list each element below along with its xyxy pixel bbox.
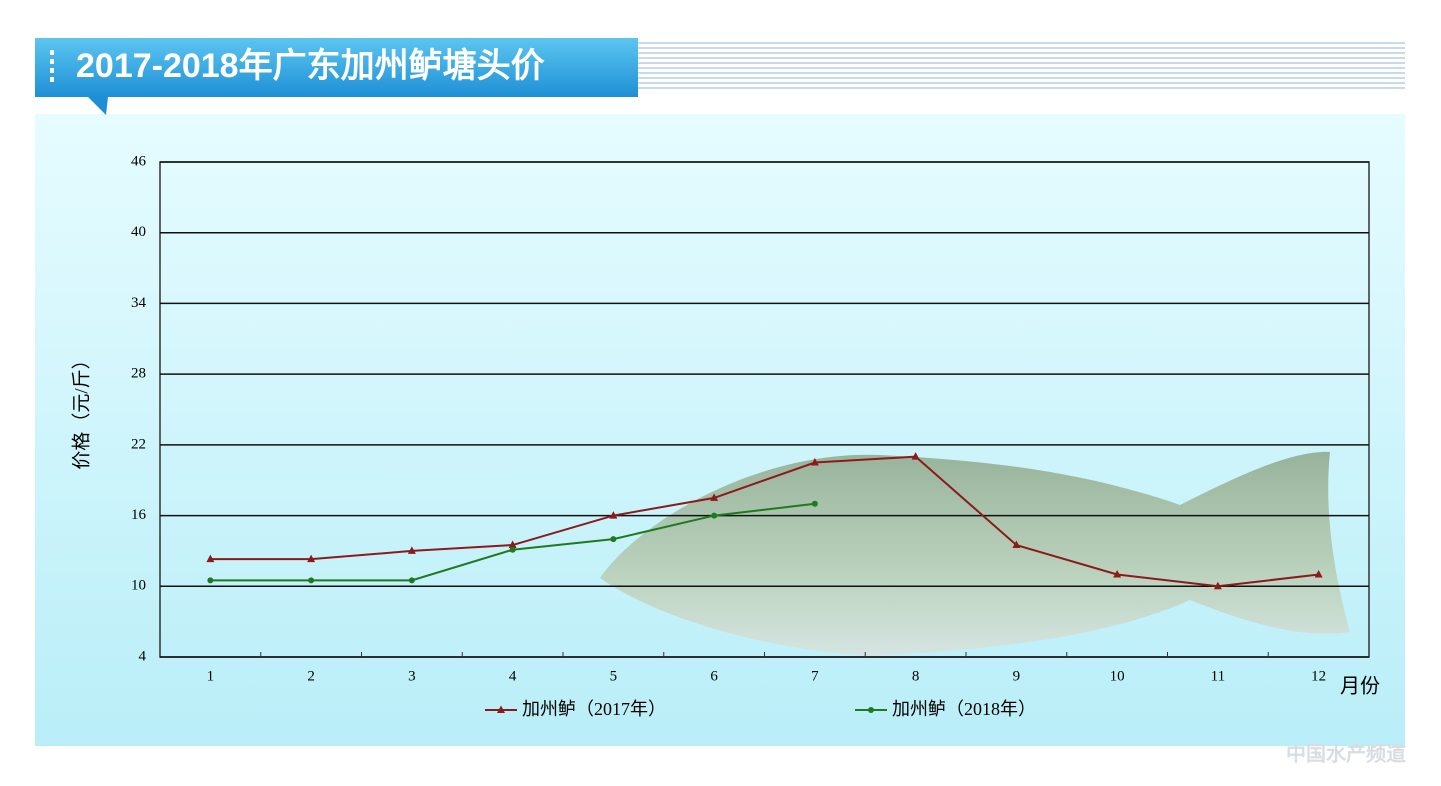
banner-dots bbox=[50, 50, 54, 82]
y-tick-label: 34 bbox=[131, 295, 147, 311]
marker bbox=[1113, 570, 1122, 578]
fish-image bbox=[600, 451, 1350, 656]
x-tick-label: 7 bbox=[811, 668, 819, 684]
marker bbox=[610, 536, 617, 543]
y-tick-label: 4 bbox=[139, 648, 147, 664]
series-line bbox=[210, 455, 1319, 588]
y-tick-label: 40 bbox=[131, 224, 146, 240]
marker bbox=[407, 546, 416, 554]
x-tick-label: 3 bbox=[408, 668, 416, 684]
y-tick-label: 22 bbox=[131, 436, 146, 452]
title-banner bbox=[35, 38, 638, 97]
marker bbox=[609, 511, 618, 519]
x-axis-label: 月份 bbox=[1340, 674, 1380, 697]
chart-title: 2017-2018年广东加州鲈塘头价 bbox=[76, 46, 545, 85]
x-tick-label: 1 bbox=[207, 668, 215, 684]
y-tick-label: 46 bbox=[131, 153, 147, 169]
legend-label: 加州鲈（2018年） bbox=[892, 699, 1036, 719]
x-tick-label: 8 bbox=[912, 668, 920, 684]
x-tick-label: 2 bbox=[307, 668, 315, 684]
marker bbox=[508, 540, 517, 549]
marker bbox=[710, 493, 719, 501]
x-tick-label: 10 bbox=[1110, 668, 1125, 684]
y-tick-label: 28 bbox=[131, 366, 146, 382]
marker bbox=[207, 577, 214, 584]
y-axis-label: 价格（元/斤） bbox=[70, 350, 92, 469]
marker bbox=[307, 554, 316, 563]
marker bbox=[711, 512, 718, 519]
marker bbox=[1314, 570, 1323, 578]
x-tick-label: 9 bbox=[1013, 668, 1021, 684]
watermark: 中国水产频道 bbox=[1286, 741, 1406, 765]
marker bbox=[1012, 540, 1021, 549]
marker bbox=[1213, 581, 1222, 590]
marker bbox=[408, 577, 415, 584]
y-tick-label: 16 bbox=[131, 507, 147, 523]
x-tick-label: 12 bbox=[1311, 668, 1326, 684]
x-tick-label: 6 bbox=[710, 668, 718, 684]
marker bbox=[308, 577, 315, 584]
banner-tail bbox=[88, 97, 108, 115]
marker bbox=[509, 546, 516, 553]
x-tick-label: 4 bbox=[509, 668, 517, 684]
legend-label: 加州鲈（2017年） bbox=[522, 699, 666, 719]
marker bbox=[206, 554, 215, 563]
marker bbox=[497, 705, 505, 713]
chart-background bbox=[35, 114, 1405, 746]
marker bbox=[811, 500, 818, 507]
x-tick-label: 11 bbox=[1211, 668, 1225, 684]
x-tick-label: 5 bbox=[610, 668, 618, 684]
y-tick-label: 10 bbox=[131, 578, 146, 594]
marker bbox=[868, 707, 874, 713]
marker bbox=[911, 452, 920, 460]
header-stripes bbox=[638, 42, 1405, 89]
marker bbox=[810, 458, 819, 466]
